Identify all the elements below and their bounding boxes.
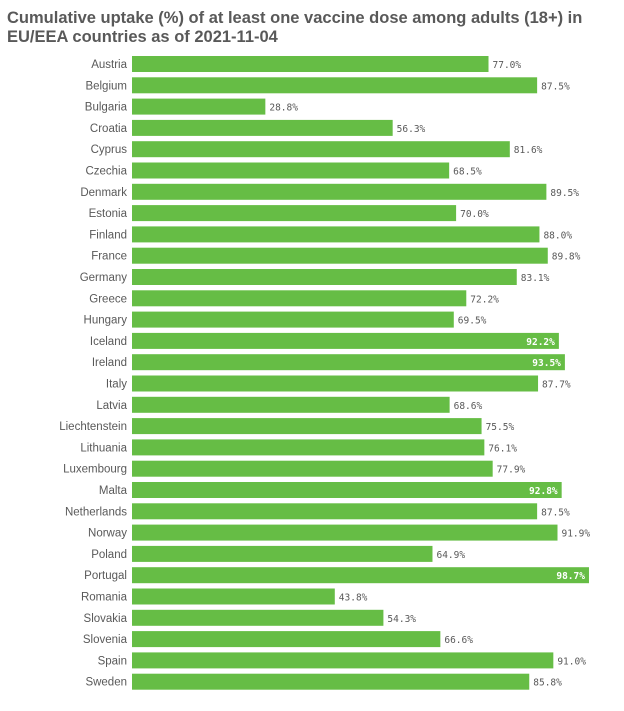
data-label: 92.8% [529, 486, 558, 497]
data-label: 87.7% [542, 380, 571, 391]
data-label: 87.5% [541, 81, 570, 92]
data-label: 72.2% [470, 294, 499, 305]
data-label: 77.9% [497, 465, 526, 476]
bar [132, 396, 450, 413]
bar [132, 77, 538, 94]
bar [132, 503, 538, 520]
data-label: 56.3% [397, 124, 426, 135]
bar [132, 269, 517, 285]
category-label: Belgium [85, 80, 127, 92]
bar [132, 460, 493, 477]
category-label: Ireland [92, 357, 127, 369]
bar [132, 290, 467, 307]
data-label: 91.9% [561, 529, 590, 540]
bar [132, 609, 384, 626]
bar [132, 588, 335, 605]
data-label: 75.5% [486, 422, 515, 433]
data-label: 98.7% [556, 571, 585, 582]
bar [132, 524, 558, 541]
data-label: 88.0% [543, 230, 572, 241]
data-label: 28.8% [269, 103, 298, 114]
data-label: 77.0% [493, 60, 522, 71]
bar [132, 205, 457, 222]
bar [132, 567, 589, 584]
category-label: Lithuania [80, 442, 127, 454]
category-label: Finland [89, 229, 127, 241]
category-label: Malta [99, 485, 128, 497]
bar [132, 375, 539, 392]
category-label: Germany [80, 272, 128, 284]
data-label: 54.3% [387, 614, 416, 625]
data-label: 92.2% [526, 337, 555, 348]
category-label: Latvia [96, 400, 127, 412]
data-label: 43.8% [339, 593, 368, 604]
category-label: Sweden [85, 677, 127, 689]
bar [132, 354, 565, 371]
bar [132, 652, 554, 669]
bar [132, 439, 485, 456]
data-label: 68.5% [453, 167, 482, 178]
data-label: 85.8% [533, 678, 562, 689]
category-label: Hungary [84, 315, 128, 327]
category-label: Slovakia [84, 613, 128, 625]
bar [132, 482, 562, 498]
data-label: 69.5% [458, 316, 487, 327]
category-label: Norway [88, 528, 127, 540]
category-label: Denmark [80, 187, 127, 199]
bar [132, 247, 548, 264]
category-label: Croatia [90, 123, 128, 135]
data-label: 83.1% [521, 273, 550, 284]
data-label: 81.6% [514, 145, 543, 156]
category-label: Estonia [89, 208, 128, 220]
category-label: Liechtenstein [59, 421, 127, 433]
bar [132, 119, 393, 136]
category-label: Slovenia [83, 634, 128, 646]
data-label: 89.8% [552, 252, 581, 263]
chart-title: Cumulative uptake (%) of at least one va… [7, 9, 583, 46]
bar [132, 311, 454, 328]
bar [132, 631, 441, 648]
data-label: 70.0% [460, 209, 489, 220]
bar [132, 162, 450, 179]
data-label: 87.5% [541, 507, 570, 518]
bar [132, 673, 530, 690]
category-label: Czechia [85, 166, 127, 178]
category-label: Netherlands [65, 506, 127, 518]
category-label: Poland [91, 549, 127, 561]
data-label: 93.5% [532, 358, 561, 369]
category-label: Romania [81, 592, 128, 604]
category-label: France [91, 251, 127, 263]
category-label: Greece [89, 293, 127, 305]
bar [132, 141, 510, 158]
data-label: 76.1% [488, 443, 517, 454]
data-label: 68.6% [454, 401, 483, 412]
bar [132, 183, 547, 200]
data-label: 66.6% [444, 635, 473, 646]
category-label: Austria [91, 59, 127, 71]
category-label: Cyprus [91, 144, 128, 156]
data-label: 64.9% [436, 550, 465, 561]
bar [132, 98, 266, 115]
category-label: Spain [98, 655, 127, 667]
bar [132, 418, 482, 435]
bar [132, 226, 540, 243]
category-label: Italy [106, 379, 127, 391]
bar [132, 545, 433, 562]
category-label: Luxembourg [63, 464, 127, 476]
bar [132, 332, 559, 349]
category-label: Bulgaria [85, 102, 128, 114]
category-label: Portugal [84, 570, 127, 582]
data-label: 91.0% [557, 656, 586, 667]
category-label: Iceland [90, 336, 127, 348]
data-label: 89.5% [550, 188, 579, 199]
bar [132, 56, 489, 72]
